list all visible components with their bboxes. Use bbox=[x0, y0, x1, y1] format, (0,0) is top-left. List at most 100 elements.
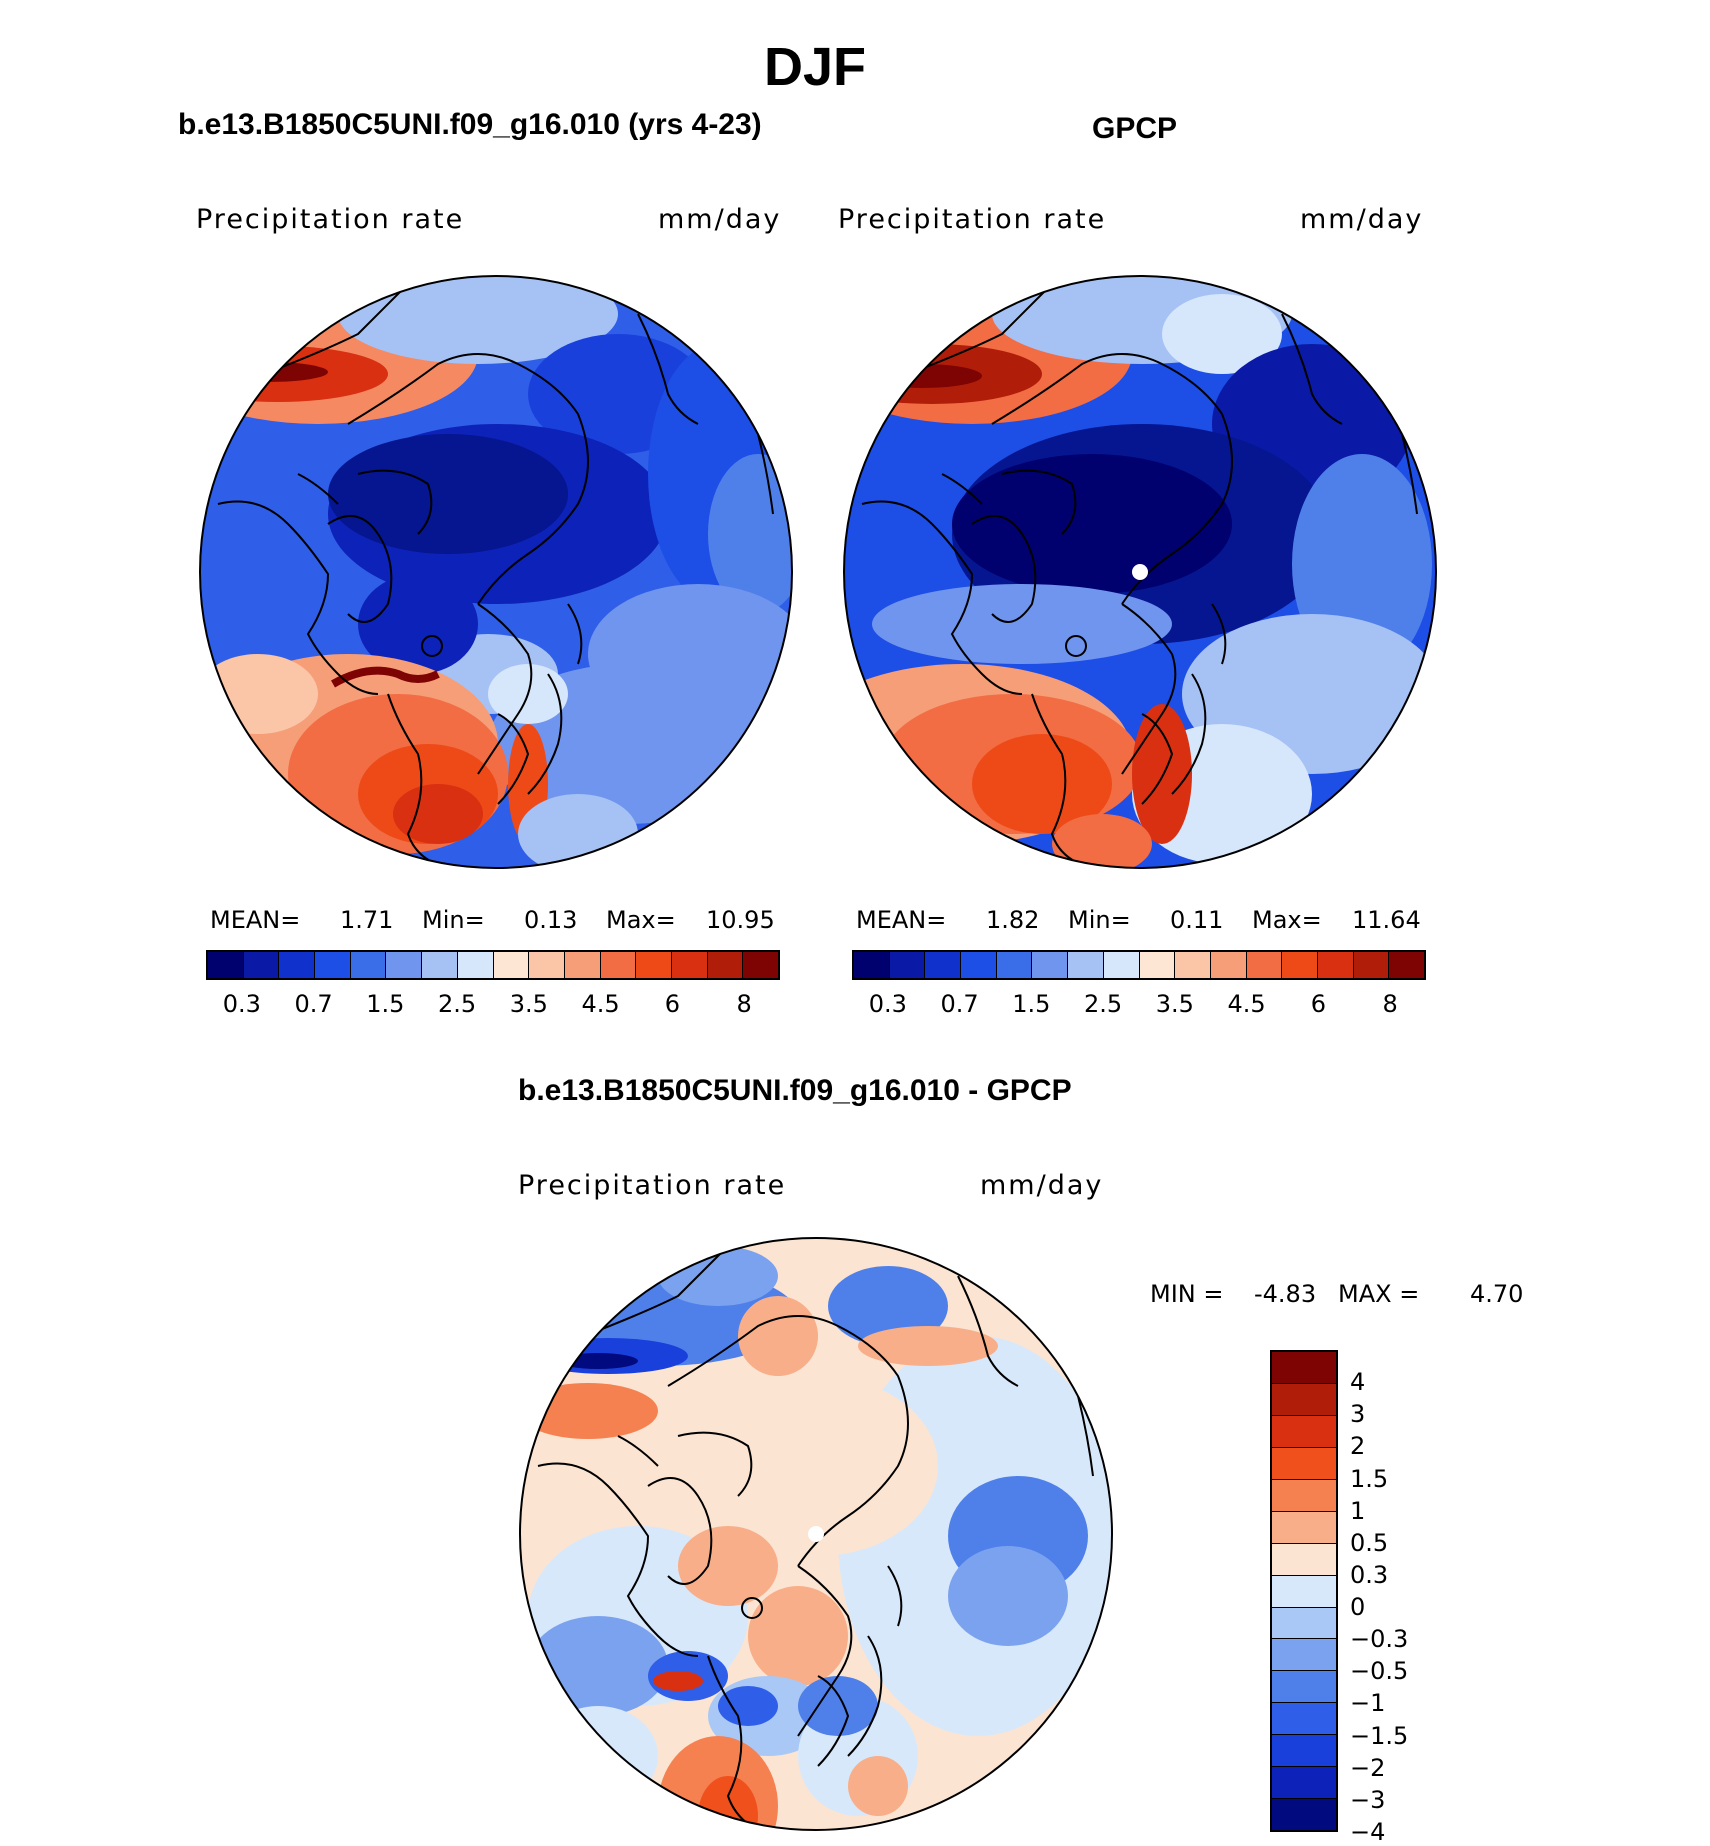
colorbar-swatch bbox=[1272, 1415, 1336, 1448]
colorbar-swatch bbox=[1272, 1767, 1336, 1800]
colorbar-swatch bbox=[1389, 952, 1424, 978]
colorbar-swatch bbox=[564, 952, 601, 978]
colorbar-tick-label: 4 bbox=[1350, 1368, 1366, 1397]
colorbar-tick-label: −1.5 bbox=[1350, 1721, 1409, 1750]
colorbar-tick-label: 3.5 bbox=[509, 990, 548, 1018]
colorbar-swatch bbox=[279, 952, 316, 978]
colorbar-tick-label: 1.5 bbox=[366, 990, 405, 1018]
colorbar-swatch bbox=[1272, 1671, 1336, 1704]
colorbar-tick-label: 1 bbox=[1350, 1496, 1366, 1525]
colorbar-tick-label: −0.3 bbox=[1350, 1625, 1409, 1654]
colorbar-swatch bbox=[743, 952, 778, 978]
colorbar-tick-label: 0.7 bbox=[940, 990, 979, 1018]
right-min-label: Min= bbox=[1068, 906, 1131, 934]
colorbar-tick-label: 0.5 bbox=[1350, 1528, 1389, 1557]
colorbar-swatch bbox=[1272, 1735, 1336, 1768]
right-mean-label: MEAN= bbox=[856, 906, 947, 934]
colorbar-tick-label: 0.3 bbox=[1350, 1560, 1389, 1589]
colorbar-tick-label: 6 bbox=[1310, 990, 1327, 1018]
colorbar-swatch bbox=[493, 952, 530, 978]
colorbar-swatch bbox=[1175, 952, 1211, 978]
diff-max-label: MAX = bbox=[1338, 1280, 1420, 1308]
colorbar-tick-label: 0.3 bbox=[222, 990, 261, 1018]
colorbar-swatch bbox=[889, 952, 926, 978]
left-mean-label: MEAN= bbox=[210, 906, 301, 934]
colorbar-swatch bbox=[1103, 952, 1140, 978]
colorbar-swatch bbox=[600, 952, 637, 978]
diff-min-value: -4.83 bbox=[1254, 1280, 1317, 1308]
colorbar-swatch bbox=[671, 952, 708, 978]
colorbar-swatch bbox=[1272, 1575, 1336, 1608]
colorbar-tick-label: 0.3 bbox=[868, 990, 907, 1018]
colorbar-swatch bbox=[1139, 952, 1176, 978]
left-units-label: mm/day bbox=[658, 204, 782, 235]
left-panel-title: b.e13.B1850C5UNI.f09_g16.010 (yrs 4-23) bbox=[178, 108, 762, 141]
diff-units-label: mm/day bbox=[980, 1170, 1104, 1201]
colorbar-tick-label: 2.5 bbox=[1084, 990, 1123, 1018]
colorbar-swatch bbox=[1032, 952, 1069, 978]
colorbar-swatch bbox=[1353, 952, 1390, 978]
colorbar-tick-label: 6 bbox=[664, 990, 681, 1018]
left-polar-map bbox=[199, 275, 793, 869]
colorbar-tick-label: 4.5 bbox=[581, 990, 620, 1018]
left-max-value: 10.95 bbox=[706, 906, 775, 934]
colorbar-tick-label: 3.5 bbox=[1155, 990, 1194, 1018]
left-mean-value: 1.71 bbox=[340, 906, 394, 934]
colorbar-swatch bbox=[925, 952, 962, 978]
colorbar-swatch bbox=[243, 952, 280, 978]
colorbar-swatch bbox=[1272, 1383, 1336, 1416]
colorbar-swatch bbox=[1272, 1607, 1336, 1640]
colorbar-swatch bbox=[636, 952, 672, 978]
colorbar-swatch bbox=[208, 952, 244, 978]
colorbar-swatch bbox=[529, 952, 565, 978]
colorbar-tick-label: 1.5 bbox=[1350, 1464, 1389, 1493]
colorbar-swatch bbox=[1272, 1543, 1336, 1576]
colorbar-swatch bbox=[1282, 952, 1318, 978]
colorbar-swatch bbox=[961, 952, 997, 978]
colorbar-swatch bbox=[1272, 1799, 1336, 1831]
right-units-label: mm/day bbox=[1300, 204, 1424, 235]
diff-panel-title: b.e13.B1850C5UNI.f09_g16.010 - GPCP bbox=[518, 1074, 1072, 1107]
colorbar-swatch bbox=[707, 952, 744, 978]
colorbar-tick-label: −0.5 bbox=[1350, 1657, 1409, 1686]
colorbar-swatch bbox=[1272, 1352, 1336, 1384]
right-min-value: 0.11 bbox=[1170, 906, 1224, 934]
colorbar-tick-label: 8 bbox=[736, 990, 752, 1018]
colorbar-swatch bbox=[1317, 952, 1354, 978]
colorbar-swatch bbox=[854, 952, 890, 978]
left-variable-label: Precipitation rate bbox=[196, 204, 465, 235]
colorbar-swatch bbox=[315, 952, 351, 978]
colorbar-tick-label: 3 bbox=[1350, 1400, 1366, 1429]
diff-min-label: MIN = bbox=[1150, 1280, 1224, 1308]
colorbar-swatch bbox=[1272, 1703, 1336, 1736]
colorbar-swatch bbox=[422, 952, 458, 978]
colorbar-swatch bbox=[1246, 952, 1283, 978]
colorbar-swatch bbox=[386, 952, 423, 978]
colorbar-tick-label: 4.5 bbox=[1227, 990, 1266, 1018]
right-polar-map bbox=[843, 275, 1437, 869]
colorbar-tick-label: 0 bbox=[1350, 1593, 1366, 1622]
right-max-label: Max= bbox=[1252, 906, 1322, 934]
colorbar-swatch bbox=[350, 952, 387, 978]
left-colorbar bbox=[206, 950, 780, 980]
colorbar-swatch bbox=[1272, 1447, 1336, 1480]
right-colorbar bbox=[852, 950, 1426, 980]
colorbar-tick-label: 1.5 bbox=[1012, 990, 1051, 1018]
colorbar-tick-label: −3 bbox=[1350, 1785, 1386, 1814]
right-variable-label: Precipitation rate bbox=[838, 204, 1107, 235]
colorbar-swatch bbox=[1272, 1511, 1336, 1544]
colorbar-tick-label: 0.7 bbox=[294, 990, 333, 1018]
figure-title: DJF bbox=[763, 37, 866, 97]
left-max-label: Max= bbox=[606, 906, 676, 934]
colorbar-tick-label: −4 bbox=[1350, 1818, 1386, 1846]
diff-colorbar bbox=[1270, 1350, 1338, 1832]
colorbar-tick-label: 8 bbox=[1382, 990, 1398, 1018]
right-max-value: 11.64 bbox=[1352, 906, 1421, 934]
colorbar-swatch bbox=[1068, 952, 1104, 978]
diff-polar-map bbox=[519, 1237, 1113, 1831]
colorbar-tick-label: −2 bbox=[1350, 1753, 1386, 1782]
colorbar-tick-label: −1 bbox=[1350, 1689, 1386, 1718]
colorbar-swatch bbox=[1210, 952, 1247, 978]
colorbar-tick-label: 2 bbox=[1350, 1432, 1366, 1461]
colorbar-tick-label: 2.5 bbox=[438, 990, 477, 1018]
